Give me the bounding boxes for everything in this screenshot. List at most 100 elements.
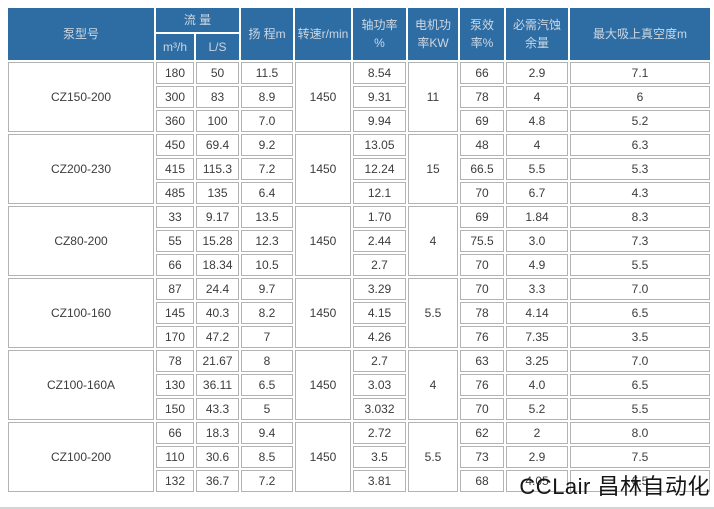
efficiency-cell: 63 — [460, 350, 504, 372]
max-suction-cell: 5.3 — [570, 158, 710, 180]
col-header-shaft-power: 轴功率 % — [353, 8, 406, 60]
max-suction-cell: 3.5 — [570, 326, 710, 348]
efficiency-cell: 66.5 — [460, 158, 504, 180]
col-header-pump-model: 泵型号 — [8, 8, 154, 60]
head-cell: 7.2 — [241, 470, 293, 492]
table-row: CZ150-200 180 50 11.5 1450 8.54 11 66 2.9 7.1 — [8, 62, 710, 132]
efficiency-cell: 76 — [460, 326, 504, 348]
flow-m3h-cell: 300 — [156, 86, 194, 108]
shaft-power-cell: 2.7 — [353, 350, 406, 372]
col-header-motor-power: 电机功 率KW — [408, 8, 458, 60]
head-cell: 13.5 — [241, 206, 293, 228]
npsh-cell: 4.14 — [506, 302, 568, 324]
npsh-cell: 4.8 — [506, 110, 568, 132]
shaft-power-cell: 3.032 — [353, 398, 406, 420]
flow-m3h-cell: 33 — [156, 206, 194, 228]
flow-ls-cell: 18.3 — [196, 422, 239, 444]
npsh-cell: 3.25 — [506, 350, 568, 372]
motor-power-cell: 5.5 — [408, 278, 458, 348]
table-row: CZ200-230 450 69.4 9.2 1450 13.05 15 48 4 6.3 — [8, 134, 710, 204]
header-row-1: 泵型号 流 量 扬 程m 转速r/min 轴功率 % 电机功 率KW 泵效 率%… — [8, 8, 710, 60]
flow-ls-cell: 15.28 — [196, 230, 239, 252]
flow-ls-cell: 69.4 — [196, 134, 239, 156]
flow-m3h-cell: 170 — [156, 326, 194, 348]
head-cell: 6.5 — [241, 374, 293, 396]
max-suction-cell: 6.5 — [570, 374, 710, 396]
shaft-power-cell: 2.72 — [353, 422, 406, 444]
efficiency-cell: 70 — [460, 398, 504, 420]
head-cell: 8 — [241, 350, 293, 372]
flow-ls-cell: 50 — [196, 62, 239, 84]
table-row: 360 100 7.0 9.94 69 4.8 5.2 — [8, 110, 710, 132]
efficiency-cell: 48 — [460, 134, 504, 156]
flow-m3h-cell: 132 — [156, 470, 194, 492]
shaft-power-cell: 3.03 — [353, 374, 406, 396]
flow-ls-cell: 21.67 — [196, 350, 239, 372]
pump-model-cell: CZ100-160 — [8, 278, 154, 348]
flow-ls-cell: 40.3 — [196, 302, 239, 324]
max-suction-cell: 4.3 — [570, 182, 710, 204]
table-row: 145 40.3 8.2 4.15 78 4.14 6.5 — [8, 302, 710, 324]
npsh-cell: 7.35 — [506, 326, 568, 348]
flow-ls-cell: 9.17 — [196, 206, 239, 228]
table-row: 415 115.3 7.2 12.24 66.5 5.5 5.3 — [8, 158, 710, 180]
head-cell: 9.2 — [241, 134, 293, 156]
pump-model-cell: CZ100-200 — [8, 422, 154, 492]
max-suction-cell: 8.0 — [570, 422, 710, 444]
flow-ls-cell: 36.7 — [196, 470, 239, 492]
table-row: 66 18.34 10.5 2.7 70 4.9 5.5 — [8, 254, 710, 276]
col-header-flow-m3h: m³/h — [156, 34, 194, 60]
flow-ls-cell: 47.2 — [196, 326, 239, 348]
max-suction-cell: 5.5 — [570, 254, 710, 276]
efficiency-cell: 70 — [460, 278, 504, 300]
npsh-cell: 4 — [506, 86, 568, 108]
npsh-cell: 3.0 — [506, 230, 568, 252]
npsh-cell: 5.5 — [506, 158, 568, 180]
efficiency-cell: 76 — [460, 374, 504, 396]
max-suction-cell: 7.5 — [570, 446, 710, 468]
col-header-efficiency: 泵效 率% — [460, 8, 504, 60]
npsh-cell: 4.0 — [506, 374, 568, 396]
npsh-cell: 4.9 — [506, 254, 568, 276]
head-cell: 8.9 — [241, 86, 293, 108]
shaft-power-cell: 8.54 — [353, 62, 406, 84]
pump-model-cell: CZ200-230 — [8, 134, 154, 204]
max-suction-cell: 8.3 — [570, 206, 710, 228]
shaft-power-cell: 13.05 — [353, 134, 406, 156]
bottom-divider — [0, 507, 714, 509]
table-row: 55 15.28 12.3 2.44 75.5 3.0 7.3 — [8, 230, 710, 252]
shaft-power-cell: 9.94 — [353, 110, 406, 132]
head-cell: 7 — [241, 326, 293, 348]
head-cell: 11.5 — [241, 62, 293, 84]
speed-cell: 1450 — [295, 350, 351, 420]
head-cell: 9.7 — [241, 278, 293, 300]
flow-ls-cell: 24.4 — [196, 278, 239, 300]
motor-power-cell: 5.5 — [408, 422, 458, 492]
shaft-power-cell: 4.26 — [353, 326, 406, 348]
head-cell: 12.3 — [241, 230, 293, 252]
shaft-power-cell: 2.7 — [353, 254, 406, 276]
speed-cell: 1450 — [295, 206, 351, 276]
flow-m3h-cell: 415 — [156, 158, 194, 180]
motor-power-cell: 15 — [408, 134, 458, 204]
npsh-cell: 2.9 — [506, 446, 568, 468]
efficiency-cell: 69 — [460, 206, 504, 228]
efficiency-cell: 70 — [460, 182, 504, 204]
table-row: CZ100-160A 78 21.67 8 1450 2.7 4 63 3.25 7.0 — [8, 350, 710, 420]
flow-ls-cell: 100 — [196, 110, 239, 132]
table-row: 130 36.11 6.5 3.03 76 4.0 6.5 — [8, 374, 710, 396]
head-cell: 9.4 — [241, 422, 293, 444]
head-cell: 8.5 — [241, 446, 293, 468]
shaft-power-cell: 3.5 — [353, 446, 406, 468]
npsh-cell: 2.9 — [506, 62, 568, 84]
table-row: 110 30.6 8.5 3.5 73 2.9 7.5 — [8, 446, 710, 468]
table-row: CZ100-200 66 18.3 9.4 1450 2.72 5.5 62 2 8.0 — [8, 422, 710, 492]
max-suction-cell: 6 — [570, 86, 710, 108]
pump-spec-table: 泵型号 流 量 扬 程m 转速r/min 轴功率 % 电机功 率KW 泵效 率%… — [6, 6, 712, 494]
efficiency-cell: 78 — [460, 302, 504, 324]
motor-power-cell: 4 — [408, 350, 458, 420]
head-cell: 7.2 — [241, 158, 293, 180]
npsh-cell: 2 — [506, 422, 568, 444]
npsh-cell: 1.84 — [506, 206, 568, 228]
flow-m3h-cell: 450 — [156, 134, 194, 156]
